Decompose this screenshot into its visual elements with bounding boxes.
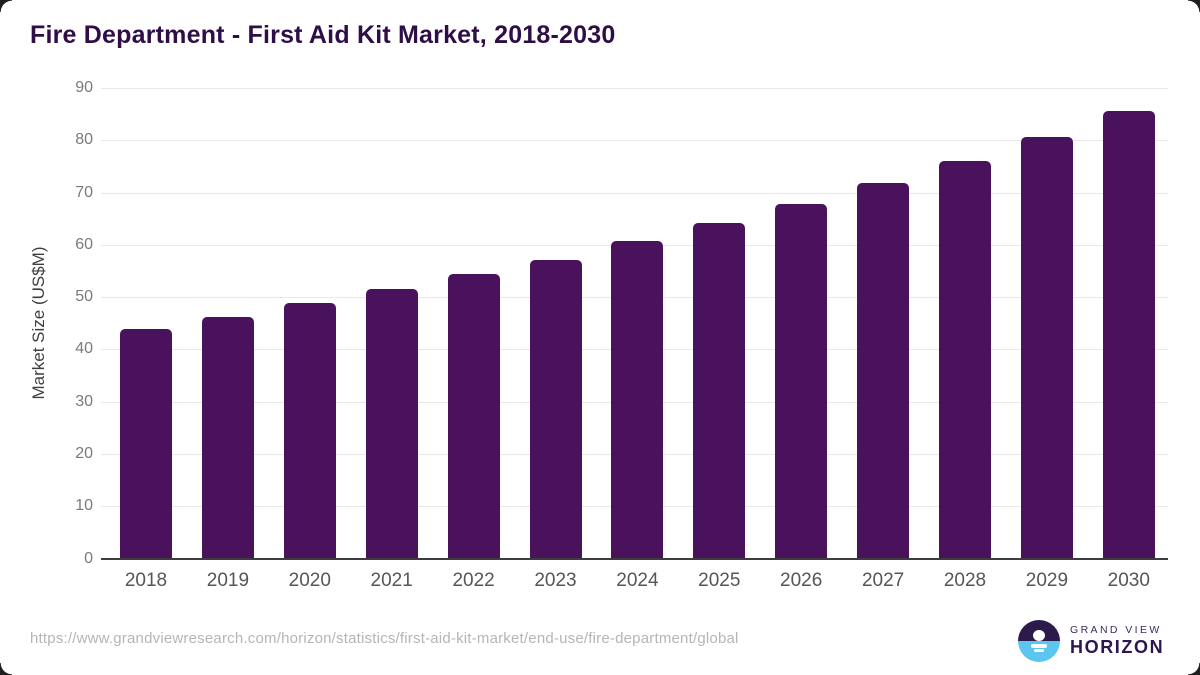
x-axis-tick-label: 2029 (1025, 570, 1069, 591)
bar-2027 (857, 183, 910, 559)
horizon-sunrise-icon (1018, 620, 1060, 662)
gridline (101, 88, 1168, 89)
bar-2019 (201, 316, 254, 559)
bar-2024 (611, 240, 664, 559)
screen-corner (0, 0, 12, 12)
brand-logo: GRAND VIEW HORIZON (1018, 620, 1164, 662)
bar-2025 (693, 222, 746, 559)
gridline (101, 192, 1168, 194)
y-axis-tick-label: 70 (75, 183, 93, 201)
screen-corner (1188, 0, 1200, 12)
y-axis-tick-label: 40 (75, 340, 93, 358)
screen-corner (0, 663, 12, 675)
screen-corner (1188, 663, 1200, 675)
x-axis-tick-label: 2019 (206, 570, 250, 591)
x-axis-tick-label: 2025 (698, 570, 741, 591)
x-axis-tick-label: 2018 (124, 570, 168, 591)
logo-grand-view-label: GRAND VIEW (1070, 624, 1162, 636)
x-axis-tick-label: 2022 (452, 570, 495, 591)
y-axis-tick-label: 0 (84, 549, 93, 567)
sun-reflection-bar (1031, 643, 1047, 648)
x-axis-tick-label: 2020 (288, 570, 331, 591)
y-axis-tick-label: 60 (75, 235, 93, 253)
y-axis-tick-label: 90 (75, 79, 93, 96)
x-axis-tick-label: 2027 (861, 570, 905, 591)
y-axis-tick-label: 20 (75, 444, 93, 462)
x-axis-tick-label: 2023 (534, 570, 577, 591)
x-axis-tick-label: 2028 (943, 570, 987, 591)
x-axis-tick-label: 2026 (780, 570, 823, 591)
bar-2029 (1020, 136, 1073, 559)
x-axis-tick-label: 2021 (370, 570, 413, 591)
bar-2021 (365, 289, 418, 559)
bar-2028 (939, 160, 991, 559)
sun-shape (1033, 630, 1045, 641)
y-axis-tick-label: 30 (75, 392, 93, 410)
x-axis-tick-label: 2024 (616, 570, 659, 591)
bar-2018 (120, 328, 172, 559)
bar-2022 (447, 274, 500, 559)
x-axis-tick-label: 2030 (1107, 570, 1150, 591)
bar-2026 (775, 203, 828, 559)
bar-2023 (529, 259, 582, 559)
chart-title: Fire Department - First Aid Kit Market, … (30, 21, 616, 49)
y-axis-title: Market Size (US$M) (29, 246, 48, 400)
x-axis-line (101, 557, 1168, 560)
bar-2030 (1102, 111, 1155, 559)
sun-reflection-bar (1034, 649, 1044, 652)
source-url: https://www.grandviewresearch.com/horizo… (30, 630, 739, 647)
y-axis-tick-label: 10 (75, 497, 93, 515)
y-axis-tick-label: 50 (75, 288, 93, 306)
logo-horizon-label: HORIZON (1070, 637, 1165, 657)
logo-text: GRAND VIEW HORIZON (1070, 624, 1164, 658)
gridline (101, 140, 1168, 142)
bar-2020 (283, 302, 336, 559)
y-axis-tick-label: 80 (75, 131, 93, 149)
